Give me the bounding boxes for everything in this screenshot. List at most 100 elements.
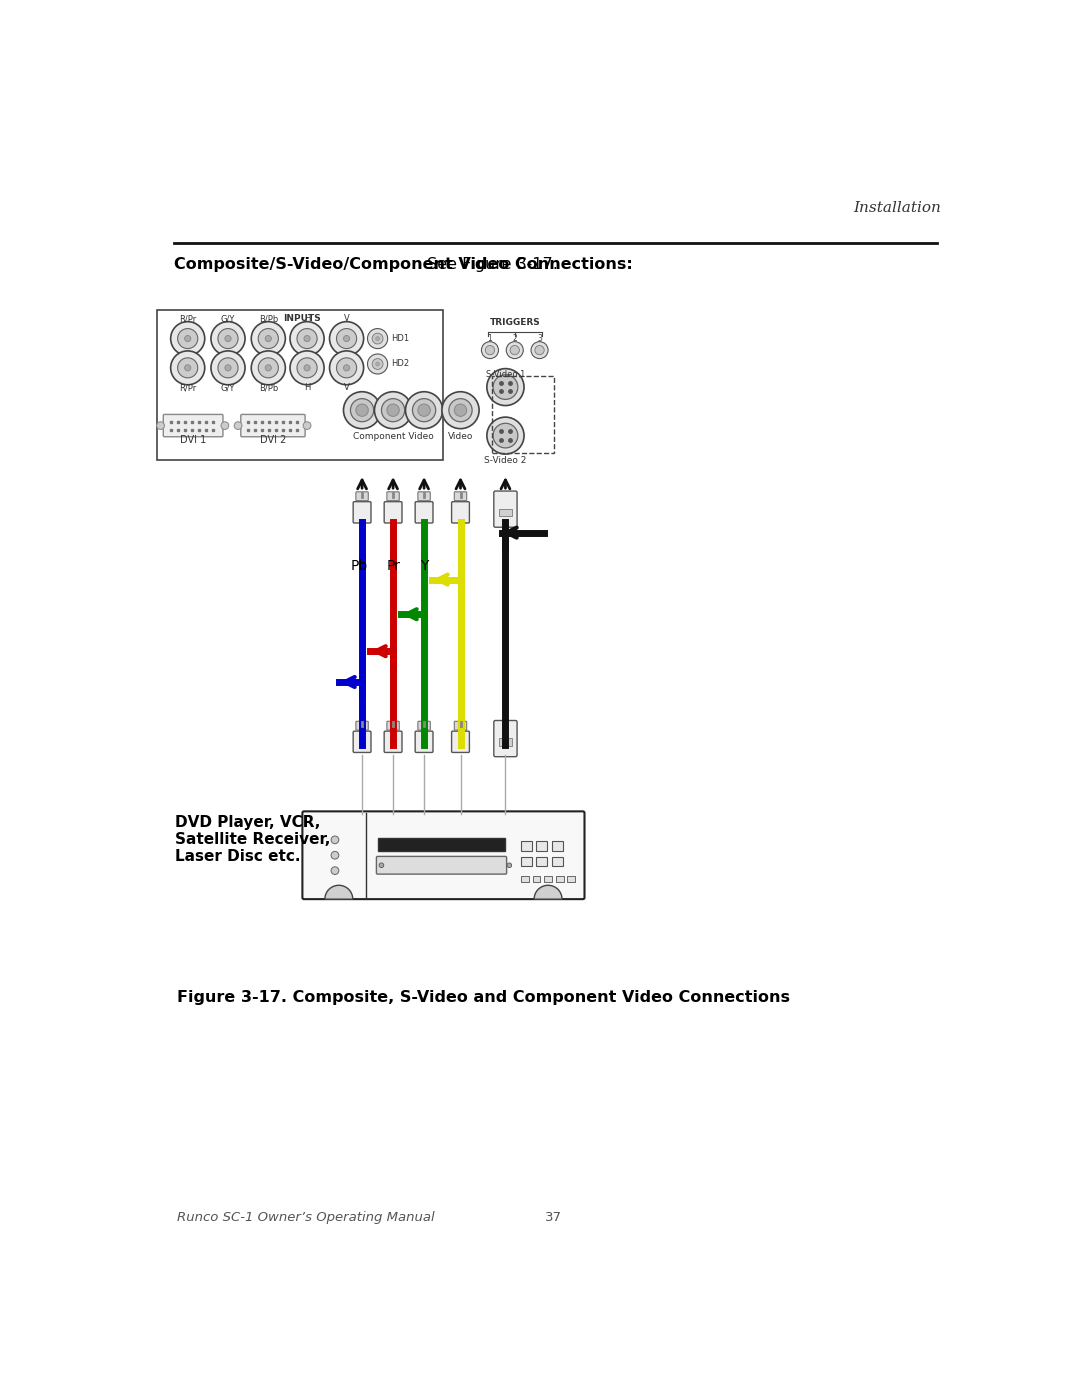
Circle shape [266, 335, 271, 342]
Circle shape [507, 863, 512, 868]
Circle shape [297, 358, 318, 377]
Text: G/Y: G/Y [220, 314, 235, 323]
Circle shape [373, 359, 383, 369]
Circle shape [494, 423, 517, 448]
FancyBboxPatch shape [384, 731, 402, 753]
Circle shape [367, 328, 388, 349]
FancyBboxPatch shape [415, 731, 433, 753]
FancyBboxPatch shape [241, 415, 306, 437]
FancyBboxPatch shape [356, 721, 368, 731]
Wedge shape [325, 886, 353, 900]
Circle shape [225, 335, 231, 342]
Circle shape [221, 422, 229, 429]
Circle shape [379, 863, 383, 868]
Circle shape [487, 418, 524, 454]
Text: Pr: Pr [387, 559, 400, 573]
Circle shape [332, 835, 339, 844]
Text: Video: Video [448, 432, 473, 440]
Text: Composite/S-Video/Component Video Connections:: Composite/S-Video/Component Video Connec… [174, 257, 633, 272]
FancyBboxPatch shape [353, 502, 372, 522]
Wedge shape [535, 886, 562, 900]
Bar [544, 876, 552, 882]
Bar [532, 876, 540, 882]
Bar [157, 310, 444, 460]
Circle shape [332, 851, 339, 859]
Circle shape [177, 328, 198, 349]
Text: DVI 2: DVI 2 [260, 434, 286, 444]
Circle shape [455, 404, 467, 416]
FancyBboxPatch shape [384, 502, 402, 522]
FancyBboxPatch shape [356, 492, 368, 500]
Text: 3: 3 [537, 334, 542, 344]
FancyBboxPatch shape [418, 492, 430, 500]
Circle shape [337, 358, 356, 377]
Bar [552, 856, 563, 866]
Circle shape [177, 358, 198, 377]
Circle shape [343, 365, 350, 372]
Circle shape [343, 335, 350, 342]
Circle shape [171, 351, 205, 384]
Text: HD2: HD2 [392, 359, 409, 369]
Circle shape [356, 404, 368, 416]
Text: 2: 2 [512, 334, 517, 344]
Text: 37: 37 [545, 1211, 562, 1224]
Text: R/Pr: R/Pr [179, 314, 197, 323]
Circle shape [418, 404, 430, 416]
Circle shape [376, 337, 379, 341]
Circle shape [291, 321, 324, 355]
Circle shape [381, 398, 405, 422]
Bar [537, 841, 548, 851]
Text: INPUTS: INPUTS [283, 314, 321, 323]
Text: S-Video 2: S-Video 2 [484, 455, 527, 465]
Bar [556, 876, 564, 882]
Circle shape [510, 345, 519, 355]
Circle shape [291, 351, 324, 384]
Circle shape [218, 328, 238, 349]
FancyBboxPatch shape [415, 502, 433, 522]
Circle shape [535, 345, 544, 355]
Bar [521, 856, 531, 866]
Text: Component Video: Component Video [353, 432, 433, 440]
Bar [499, 738, 512, 746]
Text: Figure 3-17. Composite, S-Video and Component Video Connections: Figure 3-17. Composite, S-Video and Comp… [177, 990, 789, 1006]
Text: R/Pr: R/Pr [179, 383, 197, 393]
FancyBboxPatch shape [163, 415, 222, 437]
Circle shape [211, 351, 245, 384]
Circle shape [185, 335, 191, 342]
Bar [537, 856, 548, 866]
Circle shape [329, 351, 364, 384]
Circle shape [297, 328, 318, 349]
Circle shape [373, 334, 383, 344]
Circle shape [211, 321, 245, 355]
FancyBboxPatch shape [387, 492, 400, 500]
FancyBboxPatch shape [494, 490, 517, 527]
Bar [491, 376, 554, 453]
Text: S-Video 1: S-Video 1 [486, 370, 525, 379]
FancyBboxPatch shape [451, 502, 470, 522]
Circle shape [494, 374, 517, 400]
FancyBboxPatch shape [455, 492, 467, 500]
Text: H: H [303, 383, 310, 393]
Circle shape [375, 391, 411, 429]
Circle shape [258, 358, 279, 377]
Circle shape [482, 342, 499, 359]
Text: DVD Player, VCR,: DVD Player, VCR, [175, 816, 321, 830]
Text: 1: 1 [487, 334, 492, 344]
Text: DVI 1: DVI 1 [180, 434, 206, 444]
Circle shape [387, 404, 400, 416]
Circle shape [337, 328, 356, 349]
Circle shape [531, 342, 548, 359]
FancyBboxPatch shape [418, 721, 430, 731]
Circle shape [413, 398, 435, 422]
Text: Runco SC-1 Owner’s Operating Manual: Runco SC-1 Owner’s Operating Manual [177, 1211, 434, 1224]
FancyBboxPatch shape [302, 812, 584, 900]
Text: Pb: Pb [351, 559, 368, 573]
FancyBboxPatch shape [377, 856, 507, 875]
Circle shape [185, 365, 191, 372]
Circle shape [329, 321, 364, 355]
Circle shape [171, 321, 205, 355]
Text: Y: Y [420, 559, 429, 573]
Circle shape [350, 398, 374, 422]
Text: Laser Disc etc.: Laser Disc etc. [175, 849, 301, 865]
Circle shape [405, 391, 443, 429]
